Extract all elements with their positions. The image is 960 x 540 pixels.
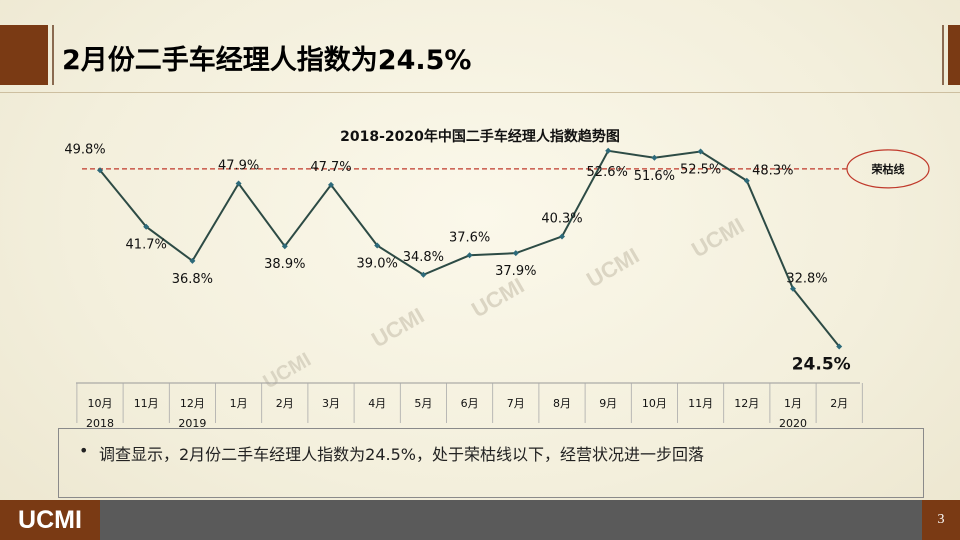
data-label: 49.8% (64, 142, 105, 157)
series-line (99, 149, 840, 348)
data-point (189, 257, 196, 264)
page-title: 2月份二手车经理人指数为24.5% (62, 45, 472, 76)
summary-bullet: • (79, 441, 89, 460)
title-divider-right (942, 25, 944, 85)
data-point (836, 343, 843, 350)
x-tick-label: 12月 (180, 397, 205, 410)
data-label: 40.3% (541, 211, 582, 226)
data-point (790, 285, 796, 292)
data-point (328, 181, 334, 188)
data-label: 47.7% (310, 160, 351, 175)
x-tick-label: 11月 (134, 397, 159, 410)
x-tick-label: 5月 (414, 397, 432, 410)
data-label: 32.8% (786, 272, 827, 287)
year-label: 2018 (86, 417, 114, 430)
data-label: 39.0% (357, 257, 398, 272)
data-label: 24.5% (792, 355, 851, 375)
x-tick-label: 9月 (599, 397, 617, 410)
chart-title: 2018-2020年中国二手车经理人指数趋势图 (340, 129, 620, 145)
footer-bar (0, 500, 960, 540)
data-label: 51.6% (634, 169, 675, 184)
data-label: 37.9% (495, 264, 536, 279)
year-label: 2019 (178, 417, 206, 430)
data-point (281, 243, 288, 250)
data-label: 47.9% (218, 159, 259, 174)
data-point (466, 252, 473, 259)
data-label: 41.7% (126, 238, 167, 253)
data-point (743, 177, 750, 184)
x-tick-label: 12月 (734, 397, 759, 410)
summary-text: 调查显示，2月份二手车经理人指数为24.5%，处于荣枯线以下，经营状况进一步回落 (99, 445, 705, 464)
x-tick-label: 2月 (830, 397, 848, 410)
x-tick-label: 3月 (322, 397, 340, 410)
x-tick-label: 6月 (461, 397, 479, 410)
data-point (374, 242, 381, 249)
threshold-label: 荣枯线 (871, 162, 905, 176)
data-point (605, 147, 612, 154)
data-point (512, 250, 519, 257)
x-tick-label: 8月 (553, 397, 571, 410)
x-tick-label: 2月 (276, 397, 294, 410)
threshold-callout (846, 149, 930, 189)
header-divider (0, 92, 960, 93)
title-divider-left (52, 25, 54, 85)
x-tick-label: 11月 (688, 397, 713, 410)
x-tick-label: 7月 (507, 397, 525, 410)
data-point (559, 233, 565, 240)
title-accent-right (948, 25, 960, 85)
data-label: 34.8% (403, 250, 444, 265)
data-point (651, 154, 658, 161)
data-point (143, 223, 150, 230)
year-label: 2020 (779, 417, 807, 430)
footer-logo: UCMI (0, 500, 100, 540)
x-tick-label: 10月 (642, 397, 667, 410)
data-point (97, 167, 103, 174)
data-label: 37.6% (449, 230, 490, 245)
data-point (697, 148, 704, 155)
x-tick-label: 1月 (784, 397, 802, 410)
summary-box: • 调查显示，2月份二手车经理人指数为24.5%，处于荣枯线以下，经营状况进一步… (58, 428, 924, 498)
title-accent-left (0, 25, 48, 85)
x-tick-label: 4月 (368, 397, 386, 410)
data-point (235, 180, 242, 187)
x-tick-label: 10月 (88, 397, 113, 410)
data-label: 52.5% (680, 162, 721, 177)
data-label: 52.6% (587, 165, 628, 180)
page-number: 3 (922, 500, 960, 540)
data-label: 36.8% (172, 272, 213, 287)
data-point (420, 271, 427, 278)
data-label: 38.9% (264, 257, 305, 272)
data-label: 48.3% (752, 164, 793, 179)
x-tick-label: 1月 (230, 397, 248, 410)
